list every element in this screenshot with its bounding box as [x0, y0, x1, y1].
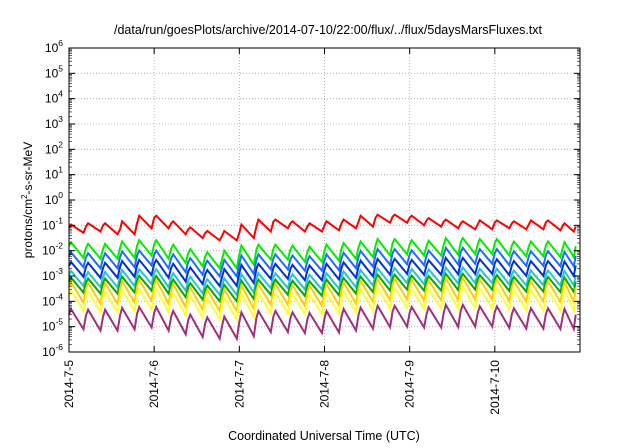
- y-tick-label-exponent: -3: [55, 266, 63, 276]
- y-tick-label-exponent: -2: [55, 241, 63, 251]
- grid: [69, 47, 580, 353]
- x-axis: 2014-7-5 2014-7-6 2014-7-7 2014-7-8 2014-7-9…: [62, 48, 502, 415]
- y-tick-label-base: 10: [42, 269, 56, 283]
- x-tick-label: 2014-7-10: [488, 360, 502, 415]
- y-tick-label: 10-3: [42, 266, 63, 283]
- y-tick-label: 102: [45, 139, 63, 156]
- y-tick-label-exponent: -1: [55, 215, 63, 225]
- y-tick-label: 105: [45, 63, 63, 80]
- series-line-1: [68, 213, 577, 243]
- y-axis-label-superscript: 2: [20, 194, 29, 199]
- y-tick-label: 10-4: [42, 291, 63, 308]
- y-tick-label-exponent: 1: [58, 165, 63, 175]
- series-line-9: [68, 302, 577, 342]
- y-tick-label-base: 10: [45, 168, 59, 182]
- y-tick-label: 101: [45, 165, 63, 182]
- y-tick-label-base: 10: [42, 218, 56, 232]
- chart-title: /data/run/goesPlots/archive/2014-07-10/2…: [114, 23, 543, 37]
- x-tick-label: 2014-7-6: [147, 360, 161, 408]
- y-tick-label-base: 10: [42, 345, 56, 359]
- y-tick-label-exponent: 5: [58, 63, 63, 73]
- series-line-8: [68, 283, 577, 323]
- y-tick-label: 106: [45, 38, 63, 55]
- series-line-2: [68, 235, 577, 271]
- series-line-3: [68, 245, 577, 279]
- series-line-7: [68, 275, 577, 314]
- y-tick-label-exponent: -4: [55, 291, 63, 301]
- y-tick-label-base: 10: [45, 66, 59, 80]
- y-tick-label-base: 10: [45, 41, 59, 55]
- x-tick-label: 2014-7-9: [403, 360, 417, 408]
- y-tick-label: 103: [45, 114, 63, 131]
- y-tick-label-exponent: -5: [55, 317, 63, 327]
- y-axis-label-prefix: protons/cm: [21, 199, 35, 258]
- y-tick-label-exponent: 0: [58, 190, 63, 200]
- x-tick-label: 2014-7-7: [232, 360, 246, 408]
- y-tick-label: 100: [45, 190, 63, 207]
- series-line-4: [68, 255, 577, 289]
- series-group: [68, 213, 577, 342]
- y-tick-label-exponent: -6: [55, 342, 63, 352]
- y-tick-label: 10-2: [42, 241, 63, 258]
- plot-frame: [68, 47, 581, 353]
- x-tick-label: 2014-7-8: [318, 360, 332, 408]
- y-tick-label-exponent: 2: [58, 139, 63, 149]
- x-tick-label: 2014-7-5: [62, 360, 76, 408]
- y-tick-label: 10-1: [42, 215, 63, 232]
- y-axis-label-suffix: -s-sr-MeV: [21, 142, 35, 195]
- y-tick-label-base: 10: [45, 193, 59, 207]
- y-tick-label-base: 10: [42, 320, 56, 334]
- series-line-5: [68, 265, 577, 298]
- y-tick-label-base: 10: [45, 142, 59, 156]
- y-axis: 10610510410310210110010-110-210-310-410-…: [42, 38, 580, 359]
- y-tick-label: 10-5: [42, 317, 63, 334]
- y-tick-label: 10-6: [42, 342, 63, 359]
- y-tick-label-base: 10: [45, 92, 59, 106]
- x-axis-label: Coordinated Universal Time (UTC): [228, 429, 420, 443]
- y-tick-label-base: 10: [42, 244, 56, 258]
- y-tick-label-exponent: 4: [58, 89, 63, 99]
- series-line-6: [68, 271, 577, 304]
- y-tick-label-base: 10: [45, 117, 59, 131]
- y-tick-label-exponent: 6: [58, 38, 63, 48]
- y-axis-label: protons/cm2-s-sr-MeV: [20, 142, 35, 258]
- y-tick-label: 104: [45, 89, 63, 106]
- y-tick-label-base: 10: [42, 294, 56, 308]
- y-tick-label-exponent: 3: [58, 114, 63, 124]
